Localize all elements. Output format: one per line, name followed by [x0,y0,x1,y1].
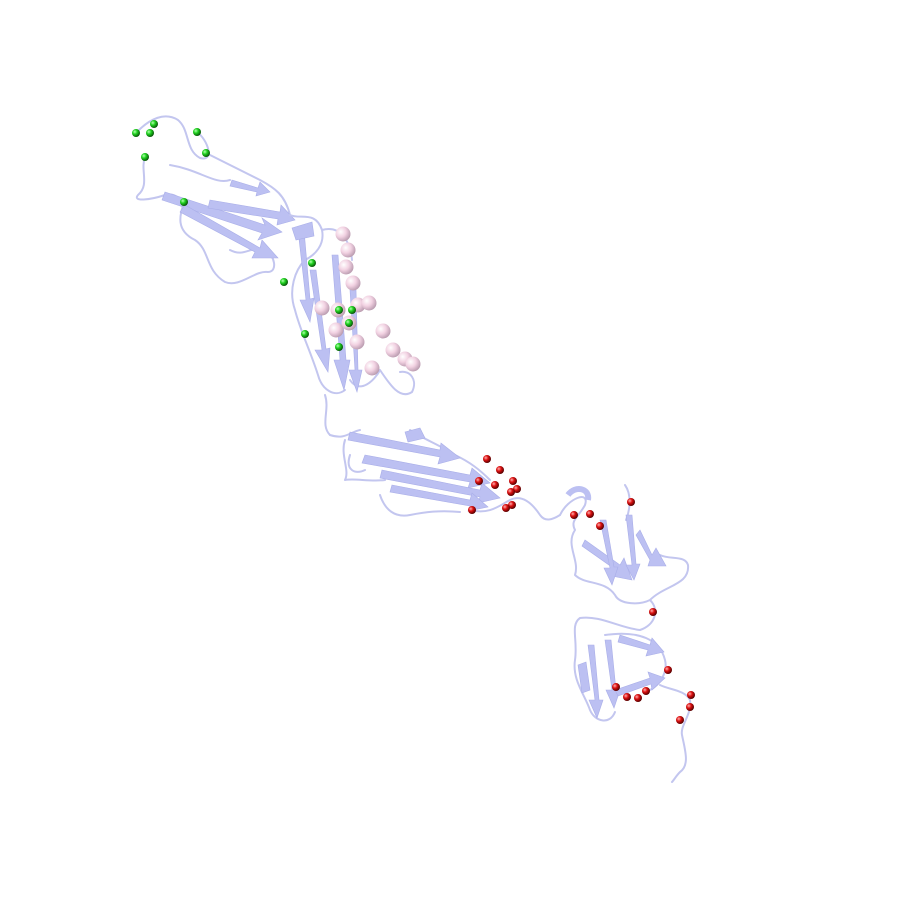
strand [587,644,604,719]
strand [617,634,665,657]
pink-atom [385,342,401,358]
green-atom [202,149,210,157]
strand [379,469,501,504]
coil [135,115,291,285]
green-atom [150,120,158,128]
pink-atom [314,300,330,316]
strand [179,204,279,259]
red-atom [623,693,631,701]
green-atom [132,129,140,137]
green-atom [335,343,343,351]
red-atom [475,477,483,485]
green-atom [146,129,154,137]
green-atom [308,259,316,267]
red-atom [507,488,515,496]
red-atom [502,504,510,512]
strand [635,529,667,567]
green-atom [193,128,201,136]
green-atom [180,198,188,206]
red-atom [483,455,491,463]
strand [614,671,666,697]
red-atom [686,703,694,711]
strand [229,179,271,197]
red-atom [634,694,642,702]
pink-atom [405,356,421,372]
red-atom [468,506,476,514]
domain-3 [329,427,561,521]
red-atom [612,683,620,691]
red-atom [687,691,695,699]
red-atom [586,510,594,518]
pink-atom [345,275,361,291]
red-atom [627,498,635,506]
pink-atom [328,322,344,338]
green-atom [141,153,149,161]
coil [329,429,561,521]
pink-atom [361,295,377,311]
strand [404,427,426,443]
red-atom [570,511,578,519]
atoms [132,120,695,724]
strand [577,661,591,694]
green-atom [345,319,353,327]
strand [604,639,621,709]
domain-5 [573,616,692,783]
strand [207,199,296,226]
green-atom [348,306,356,314]
strand [599,519,619,586]
domain-4 [559,484,690,631]
strand [361,454,491,489]
strand [331,254,351,392]
green-atom [301,330,309,338]
domain-2 [289,214,416,436]
strand [291,221,315,241]
red-atom [513,485,521,493]
pink-atom [340,242,356,258]
strand [297,229,315,324]
pink-atom [338,259,354,275]
red-atom [596,522,604,530]
strand [161,191,283,241]
domain-1 [135,115,296,285]
green-atom [280,278,288,286]
strand [389,484,489,512]
red-atom [649,608,657,616]
red-atom [508,501,516,509]
red-atom [664,666,672,674]
pink-atom [364,360,380,376]
pink-atom [375,323,391,339]
pink-atom [349,334,365,350]
red-atom [676,716,684,724]
strand [581,539,633,581]
strand [625,514,641,581]
green-atom [335,306,343,314]
red-atom [491,481,499,489]
strand [309,269,331,373]
strand [347,431,461,465]
red-atom [496,466,504,474]
pink-atom [335,226,351,242]
red-atom [642,687,650,695]
red-atom [509,477,517,485]
